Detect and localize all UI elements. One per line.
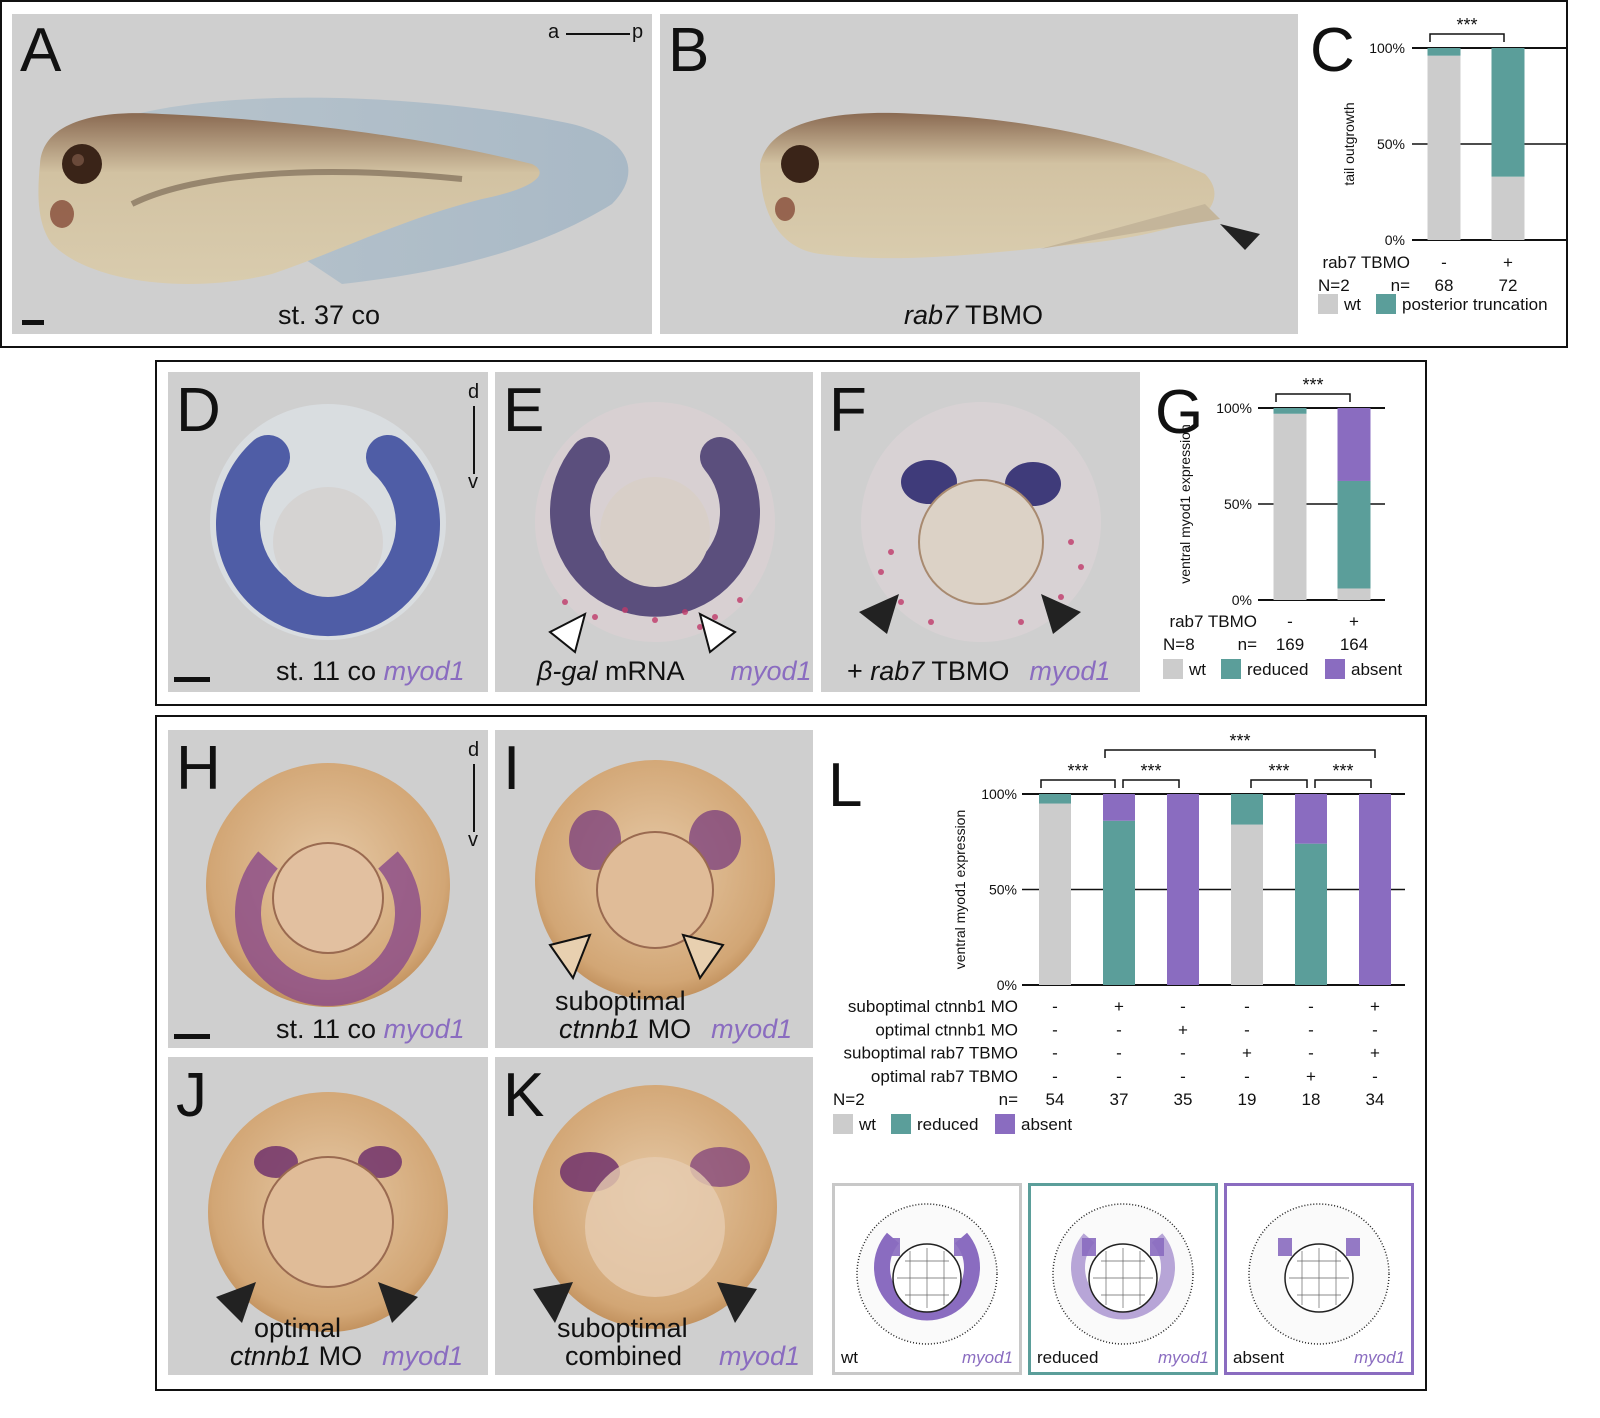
panel-label-a: A	[20, 16, 62, 85]
panel-j-photo: J optimal ctnnb1 MO myod1	[168, 1057, 488, 1375]
gene-name: myod1	[1029, 656, 1111, 686]
gene-name: myod1	[1157, 1348, 1209, 1367]
panel-label-i: I	[503, 734, 521, 803]
panel-f-photo: F + rab7 TBMO myod1	[821, 372, 1140, 692]
tadpole-control-image	[22, 97, 629, 325]
embryo-bgal-image	[535, 402, 775, 654]
panel-group-hl	[155, 715, 1427, 1391]
embryo-control-image	[174, 404, 446, 682]
embryo-schematic-icon	[856, 1203, 998, 1345]
panel-e-photo: E β-gal mRNA myod1	[495, 372, 813, 692]
axis-label-posterior: p	[632, 21, 644, 43]
panel-d-caption: st. 11 co myod1	[276, 658, 465, 685]
panel-b-caption: rab7 TBMO	[904, 302, 1043, 329]
caption-text: st. 11 co	[276, 656, 384, 686]
caption-text: st. 11 co	[276, 1014, 384, 1044]
embryo-schematic-icon	[1052, 1203, 1194, 1345]
gene-name: myod1	[383, 656, 465, 686]
panel-i-caption-line2: ctnnb1 MO myod1	[559, 1016, 792, 1043]
schematic-wt: wt myod1	[832, 1183, 1022, 1375]
gene-name: rab7	[904, 300, 959, 330]
embryo-optimal-ctnnb1-image	[208, 1092, 448, 1332]
embryo-rab7-image	[859, 402, 1101, 642]
axis-line-ap	[566, 33, 630, 35]
gene-name: myod1	[719, 1341, 801, 1371]
gene-name: myod1	[382, 1341, 464, 1371]
caption-text: mRNA	[597, 656, 685, 686]
panel-a-caption: st. 37 co	[278, 300, 381, 330]
caption-text: TBMO	[924, 656, 1010, 686]
panel-d-photo: D d v st. 11 co myod1	[168, 372, 488, 692]
caption-text: +	[847, 656, 871, 686]
schematic-label: wt	[841, 1348, 858, 1367]
panel-i-photo: I suboptimal ctnnb1 MO myod1	[495, 730, 813, 1048]
panel-k-photo: K suboptimal combined myod1	[495, 1057, 813, 1375]
gene-name: myod1	[730, 656, 812, 686]
embryo-schematic-icon	[1248, 1203, 1390, 1345]
gene-name: ctnnb1	[230, 1341, 312, 1371]
embryo-suboptimal-ctnnb1-image	[535, 760, 775, 1000]
panel-label-b: B	[668, 16, 710, 85]
axis-label-ventral: v	[468, 829, 478, 851]
axis-line-dv	[473, 764, 475, 832]
panel-f-caption: + rab7 TBMO myod1	[847, 658, 1110, 685]
panel-j-caption-line1: optimal	[254, 1313, 342, 1343]
caption-text: MO	[311, 1341, 363, 1371]
axis-label-dorsal: d	[468, 381, 480, 403]
panel-label-h: H	[176, 734, 221, 803]
panel-j-caption-line2: ctnnb1 MO myod1	[230, 1343, 463, 1370]
panel-h-caption: st. 11 co myod1	[276, 1016, 465, 1043]
panel-label-d: D	[176, 376, 221, 445]
schematic-label: reduced	[1037, 1348, 1099, 1367]
panel-h-photo: H d v st. 11 co myod1	[168, 730, 488, 1048]
panel-label-l: L	[828, 751, 863, 820]
gene-name: myod1	[383, 1014, 465, 1044]
schematic-label: absent	[1233, 1348, 1285, 1367]
panel-group-abc	[0, 0, 1568, 348]
panel-k-caption-line2: combined	[565, 1341, 683, 1371]
panel-group-dg	[155, 360, 1427, 706]
panel-label-g: G	[1155, 378, 1204, 447]
gene-name: myod1	[711, 1014, 793, 1044]
caption-text: TBMO	[958, 300, 1044, 330]
schematic-absent: absent myod1	[1224, 1183, 1414, 1375]
axis-line-dv	[473, 406, 475, 474]
gene-name: ctnnb1	[559, 1014, 641, 1044]
gene-name: β-gal	[537, 656, 598, 686]
embryo-combined-image	[533, 1085, 777, 1329]
panel-i-caption-line1: suboptimal	[555, 986, 686, 1016]
gene-name: rab7	[870, 656, 925, 686]
caption-text: MO	[640, 1014, 692, 1044]
embryo-control-h-image	[174, 763, 450, 1039]
panel-label-f: F	[829, 376, 867, 445]
panel-b-photo: B rab7 TBMO	[660, 14, 1298, 334]
axis-label-anterior: a	[548, 21, 560, 43]
panel-label-k: K	[503, 1061, 545, 1130]
panel-a-photo: A a p st. 37 co	[12, 14, 652, 334]
gene-name: myod1	[1353, 1348, 1405, 1367]
panel-k-caption-line1: suboptimal	[557, 1313, 688, 1343]
schematic-reduced: reduced myod1	[1028, 1183, 1218, 1375]
panel-e-caption: β-gal mRNA myod1	[537, 658, 812, 685]
tadpole-rab7-image	[760, 112, 1260, 259]
panel-label-c: C	[1310, 16, 1355, 85]
axis-label-dorsal: d	[468, 739, 480, 761]
axis-label-ventral: v	[468, 471, 478, 493]
panel-label-e: E	[503, 376, 545, 445]
panel-label-j: J	[176, 1061, 207, 1130]
gene-name: myod1	[961, 1348, 1013, 1367]
